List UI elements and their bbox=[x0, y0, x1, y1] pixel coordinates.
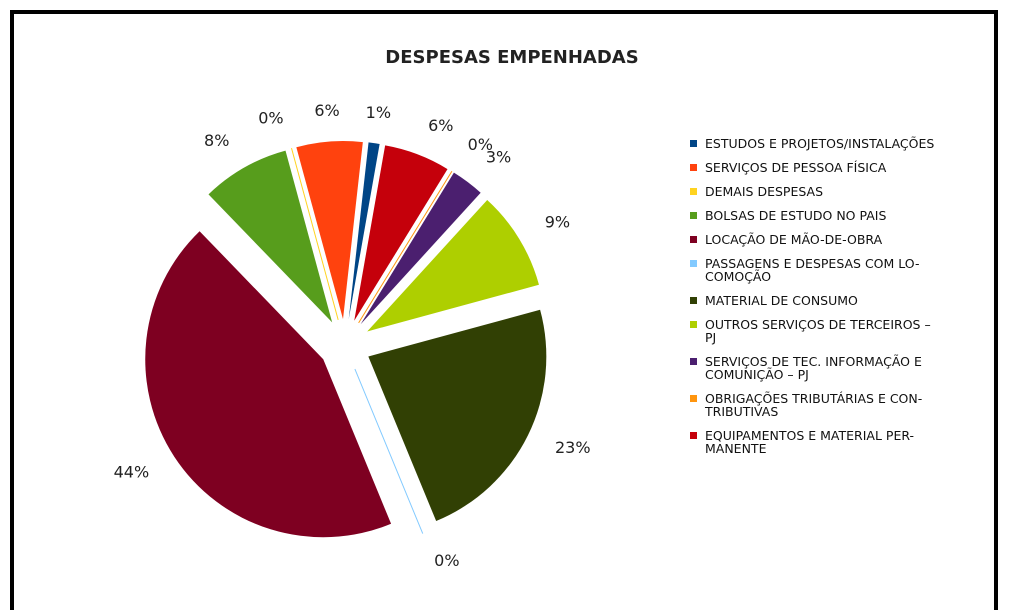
legend-swatch bbox=[690, 395, 697, 402]
data-label: 3% bbox=[486, 148, 511, 167]
chart-frame bbox=[10, 10, 998, 610]
pie-slice bbox=[354, 145, 448, 321]
data-label: 6% bbox=[314, 101, 339, 120]
chart-title: DESPESAS EMPENHADAS bbox=[385, 47, 638, 68]
data-label: 44% bbox=[114, 463, 150, 482]
pie-slice bbox=[358, 170, 453, 324]
legend-label: OBRIGAÇÕES TRIBUTÁRIAS E CON- TRIBUTIVAS bbox=[705, 391, 923, 419]
legend-swatch bbox=[690, 236, 697, 243]
legend-item: OBRIGAÇÕES TRIBUTÁRIAS E CON- TRIBUTIVAS bbox=[690, 392, 1000, 418]
legend-label: SERVIÇOS DE TEC. INFORMAÇÃO E COMUNIÇÃO … bbox=[705, 354, 922, 382]
legend-label: BOLSAS DE ESTUDO NO PAIS bbox=[705, 208, 887, 223]
legend-item: OUTROS SERVIÇOS DE TERCEIROS – PJ bbox=[690, 318, 1000, 344]
legend-swatch bbox=[690, 260, 697, 267]
legend-item: LOCAÇÃO DE MÃO-DE-OBRA bbox=[690, 233, 1000, 246]
data-label: 0% bbox=[434, 551, 459, 570]
legend-label: DEMAIS DESPESAS bbox=[705, 184, 823, 199]
legend-item: ESTUDOS E PROJETOS/INSTALAÇÕES bbox=[690, 137, 1000, 150]
legend-swatch bbox=[690, 164, 697, 171]
legend-swatch bbox=[690, 140, 697, 147]
legend-label: LOCAÇÃO DE MÃO-DE-OBRA bbox=[705, 232, 883, 247]
pie-slice bbox=[368, 309, 547, 522]
legend-item: EQUIPAMENTOS E MATERIAL PER- MANENTE bbox=[690, 429, 1000, 455]
legend-swatch bbox=[690, 212, 697, 219]
legend: ESTUDOS E PROJETOS/INSTALAÇÕES SERVIÇOS D… bbox=[690, 137, 1000, 466]
data-label: 1% bbox=[366, 103, 391, 122]
legend-swatch bbox=[690, 432, 697, 439]
data-label: 6% bbox=[428, 116, 453, 135]
pie-slice bbox=[296, 141, 363, 320]
legend-swatch bbox=[690, 358, 697, 365]
legend-swatch bbox=[690, 297, 697, 304]
legend-item: MATERIAL DE CONSUMO bbox=[690, 294, 1000, 307]
data-label: 23% bbox=[555, 438, 591, 457]
pie-slice bbox=[367, 200, 539, 332]
data-label: 0% bbox=[468, 135, 493, 154]
data-label: 9% bbox=[545, 213, 570, 232]
legend-item: BOLSAS DE ESTUDO NO PAIS bbox=[690, 209, 1000, 222]
data-label: 8% bbox=[204, 131, 229, 150]
legend-label: PASSAGENS E DESPESAS COM LO- COMOÇÃO bbox=[705, 256, 920, 284]
pie-slice bbox=[348, 142, 380, 320]
legend-item: SERVIÇOS DE TEC. INFORMAÇÃO E COMUNIÇÃO … bbox=[690, 355, 1000, 381]
pie-slice bbox=[208, 150, 333, 323]
legend-label: MATERIAL DE CONSUMO bbox=[705, 293, 858, 308]
legend-swatch bbox=[690, 188, 697, 195]
legend-label: SERVIÇOS DE PESSOA FÍSICA bbox=[705, 160, 887, 175]
pie-slice bbox=[360, 172, 481, 325]
legend-item: PASSAGENS E DESPESAS COM LO- COMOÇÃO bbox=[690, 257, 1000, 283]
legend-item: SERVIÇOS DE PESSOA FÍSICA bbox=[690, 161, 1000, 174]
legend-label: OUTROS SERVIÇOS DE TERCEIROS – PJ bbox=[705, 317, 931, 345]
data-label: 0% bbox=[258, 109, 283, 128]
legend-label: EQUIPAMENTOS E MATERIAL PER- MANENTE bbox=[705, 428, 915, 456]
pie-slice bbox=[354, 368, 424, 534]
legend-swatch bbox=[690, 321, 697, 328]
pie-slice bbox=[145, 231, 392, 538]
legend-item: DEMAIS DESPESAS bbox=[690, 185, 1000, 198]
legend-label: ESTUDOS E PROJETOS/INSTALAÇÕES bbox=[705, 136, 935, 151]
pie-slice bbox=[291, 148, 339, 321]
